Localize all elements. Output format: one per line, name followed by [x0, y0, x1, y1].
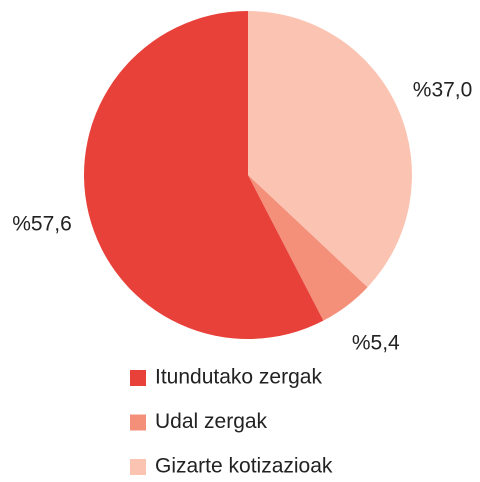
pie-slice — [248, 175, 368, 321]
legend-label: Gizarte kotizazioak — [155, 455, 333, 478]
legend-label: Itundutako zergak — [155, 366, 322, 389]
legend-label: Udal zergak — [155, 410, 268, 433]
legend-swatch — [130, 370, 146, 386]
legend-swatch — [130, 459, 146, 475]
pie-slice — [83, 11, 324, 339]
value-label: %5,4 — [352, 332, 400, 355]
pie-slice — [248, 11, 412, 288]
value-label: %57,6 — [12, 213, 72, 236]
value-label: %37,0 — [413, 78, 473, 101]
legend-swatch — [130, 414, 146, 431]
